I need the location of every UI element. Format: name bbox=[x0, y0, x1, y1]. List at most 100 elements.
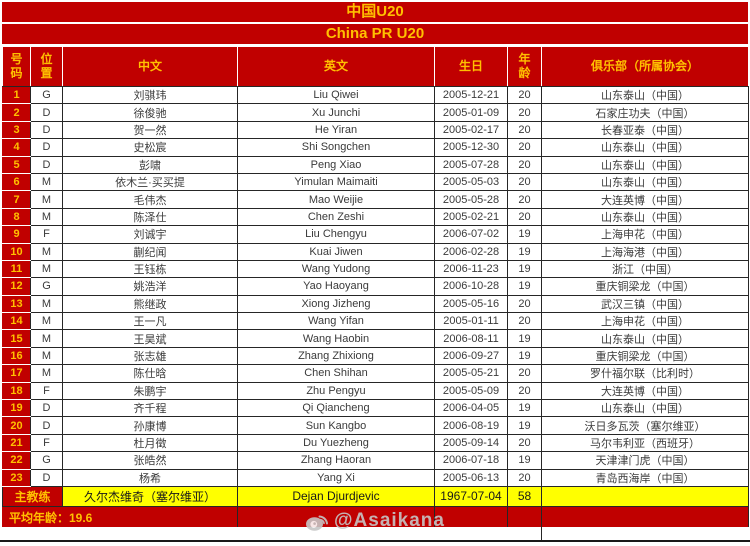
player-row: 20 D 孙康博 Sun Kangbo 2006-08-19 19 沃日多瓦茨（塞尔维亚） bbox=[2, 416, 749, 435]
player-birthday-cell: 2005-07-28 bbox=[434, 155, 508, 174]
player-club-cell: 山东泰山（中国） bbox=[541, 207, 749, 227]
player-age-cell: 19 bbox=[507, 242, 542, 261]
player-number-cell: 7 bbox=[2, 190, 31, 209]
player-club-cell: 马尔韦利亚（西班牙） bbox=[541, 433, 749, 453]
player-age-cell: 20 bbox=[507, 364, 542, 383]
player-row: 19 D 齐千程 Qi Qiancheng 2006-04-05 19 山东泰山（中国） bbox=[2, 399, 749, 418]
bottom-strip bbox=[0, 527, 750, 541]
player-birthday-cell: 2005-02-21 bbox=[434, 207, 508, 227]
player-en-name-cell: Xu Junchi bbox=[237, 103, 435, 122]
coach-cn-name-cell: 久尔杰维奇（塞尔维亚） bbox=[62, 485, 238, 507]
player-row: 6 M 依木兰·买买提 Yimulan Maimaiti 2005-05-03 20 山东泰… bbox=[2, 172, 749, 192]
average-age-row: 平均年龄：19.6 bbox=[2, 505, 749, 528]
player-number-cell: 2 bbox=[2, 103, 31, 122]
player-position-cell: M bbox=[30, 346, 63, 366]
player-position-cell: M bbox=[30, 172, 63, 192]
player-number-cell: 5 bbox=[2, 155, 31, 174]
player-number-cell: 14 bbox=[2, 312, 31, 331]
player-age-cell: 20 bbox=[507, 172, 542, 192]
player-row: 23 D 杨希 Yang Xi 2005-06-13 20 青岛西海岸（中国） bbox=[2, 468, 749, 487]
player-cn-name-cell: 陈仕晗 bbox=[62, 364, 238, 383]
player-age-cell: 20 bbox=[507, 381, 542, 401]
player-number-cell: 6 bbox=[2, 172, 31, 192]
player-age-cell: 20 bbox=[507, 120, 542, 140]
player-cn-name-cell: 张志雄 bbox=[62, 346, 238, 366]
coach-club-cell bbox=[541, 485, 749, 507]
player-cn-name-cell: 毛伟杰 bbox=[62, 190, 238, 209]
player-en-name-cell: Du Yuezheng bbox=[237, 433, 435, 453]
player-row: 10 M 蒯纪闻 Kuai Jiwen 2006-02-28 19 上海海港（中国） bbox=[2, 242, 749, 261]
coach-label-cell: 主教练 bbox=[2, 485, 63, 507]
average-age-label: 平均年龄：19.6 bbox=[2, 505, 238, 528]
player-age-cell: 19 bbox=[507, 277, 542, 296]
roster-table: 号 码 位 置 中文 英文 生日 年 龄 俱乐部（所属协会） 1 G 刘骐玮 Liu … bbox=[2, 46, 749, 528]
player-birthday-cell: 2006-10-28 bbox=[434, 277, 508, 296]
player-number-cell: 13 bbox=[2, 294, 31, 314]
player-club-cell: 上海海港（中国） bbox=[541, 242, 749, 261]
player-position-cell: G bbox=[30, 277, 63, 296]
col-header-club: 俱乐部（所属协会） bbox=[541, 46, 749, 87]
player-number-cell: 11 bbox=[2, 259, 31, 279]
player-row: 13 M 熊继政 Xiong Jizheng 2005-05-16 20 武汉三镇（中国） bbox=[2, 294, 749, 314]
player-birthday-cell: 2005-06-13 bbox=[434, 468, 508, 487]
col-header-en-name: 英文 bbox=[237, 46, 435, 87]
staff-body: 主教练 久尔杰维奇（塞尔维亚） Dejan Djurdjevic 1967-07… bbox=[2, 485, 749, 528]
player-number-cell: 16 bbox=[2, 346, 31, 366]
player-cn-name-cell: 张皓然 bbox=[62, 451, 238, 470]
player-row: 4 D 史松宸 Shi Songchen 2005-12-30 20 山东泰山（中国） bbox=[2, 138, 749, 157]
player-cn-name-cell: 史松宸 bbox=[62, 138, 238, 157]
player-row: 7 M 毛伟杰 Mao Weijie 2005-05-28 20 大连英博（中国） bbox=[2, 190, 749, 209]
table-header: 号 码 位 置 中文 英文 生日 年 龄 俱乐部（所属协会） bbox=[2, 46, 749, 87]
player-number-cell: 8 bbox=[2, 207, 31, 227]
player-birthday-cell: 2005-01-09 bbox=[434, 103, 508, 122]
player-position-cell: D bbox=[30, 468, 63, 487]
player-number-cell: 19 bbox=[2, 399, 31, 418]
player-row: 1 G 刘骐玮 Liu Qiwei 2005-12-21 20 山东泰山（中国） bbox=[2, 85, 749, 105]
grid-line bbox=[541, 527, 542, 541]
player-birthday-cell: 2005-12-21 bbox=[434, 85, 508, 105]
player-age-cell: 20 bbox=[507, 190, 542, 209]
coach-age-cell: 58 bbox=[507, 485, 542, 507]
player-birthday-cell: 2006-09-27 bbox=[434, 346, 508, 366]
player-cn-name-cell: 彭啸 bbox=[62, 155, 238, 174]
player-row: 9 F 刘诚宇 Liu Chengyu 2006-07-02 19 上海申花（中国） bbox=[2, 225, 749, 244]
player-club-cell: 重庆铜梁龙（中国） bbox=[541, 346, 749, 366]
player-row: 17 M 陈仕晗 Chen Shihan 2005-05-21 20 罗什福尔联（比利时） bbox=[2, 364, 749, 383]
player-position-cell: M bbox=[30, 242, 63, 261]
player-position-cell: G bbox=[30, 451, 63, 470]
player-number-cell: 1 bbox=[2, 85, 31, 105]
player-cn-name-cell: 熊继政 bbox=[62, 294, 238, 314]
player-en-name-cell: Wang Haobin bbox=[237, 329, 435, 348]
player-position-cell: F bbox=[30, 225, 63, 244]
player-position-cell: D bbox=[30, 120, 63, 140]
player-position-cell: M bbox=[30, 294, 63, 314]
player-number-cell: 9 bbox=[2, 225, 31, 244]
player-club-cell: 山东泰山（中国） bbox=[541, 155, 749, 174]
player-position-cell: G bbox=[30, 85, 63, 105]
coach-en-name-cell: Dejan Djurdjevic bbox=[237, 485, 435, 507]
player-club-cell: 长春亚泰（中国） bbox=[541, 120, 749, 140]
player-birthday-cell: 2006-08-11 bbox=[434, 329, 508, 348]
player-position-cell: M bbox=[30, 364, 63, 383]
player-position-cell: M bbox=[30, 312, 63, 331]
player-row: 21 F 杜月徵 Du Yuezheng 2005-09-14 20 马尔韦利亚（西班牙） bbox=[2, 433, 749, 453]
coach-row: 主教练 久尔杰维奇（塞尔维亚） Dejan Djurdjevic 1967-07… bbox=[2, 485, 749, 507]
player-birthday-cell: 2005-05-28 bbox=[434, 190, 508, 209]
player-position-cell: M bbox=[30, 329, 63, 348]
col-header-age: 年 龄 bbox=[507, 46, 542, 87]
player-en-name-cell: Yao Haoyang bbox=[237, 277, 435, 296]
player-cn-name-cell: 蒯纪闻 bbox=[62, 242, 238, 261]
player-en-name-cell: Liu Qiwei bbox=[237, 85, 435, 105]
player-en-name-cell: Shi Songchen bbox=[237, 138, 435, 157]
player-club-cell: 大连英博（中国） bbox=[541, 190, 749, 209]
player-en-name-cell: Wang Yudong bbox=[237, 259, 435, 279]
player-position-cell: F bbox=[30, 433, 63, 453]
player-en-name-cell: Wang Yifan bbox=[237, 312, 435, 331]
player-row: 16 M 张志雄 Zhang Zhixiong 2006-09-27 19 重庆铜梁龙（中国… bbox=[2, 346, 749, 366]
player-cn-name-cell: 杨希 bbox=[62, 468, 238, 487]
player-age-cell: 19 bbox=[507, 346, 542, 366]
player-row: 8 M 陈泽仕 Chen Zeshi 2005-02-21 20 山东泰山（中国） bbox=[2, 207, 749, 227]
player-club-cell: 山东泰山（中国） bbox=[541, 85, 749, 105]
player-position-cell: D bbox=[30, 103, 63, 122]
player-club-cell: 上海申花（中国） bbox=[541, 225, 749, 244]
